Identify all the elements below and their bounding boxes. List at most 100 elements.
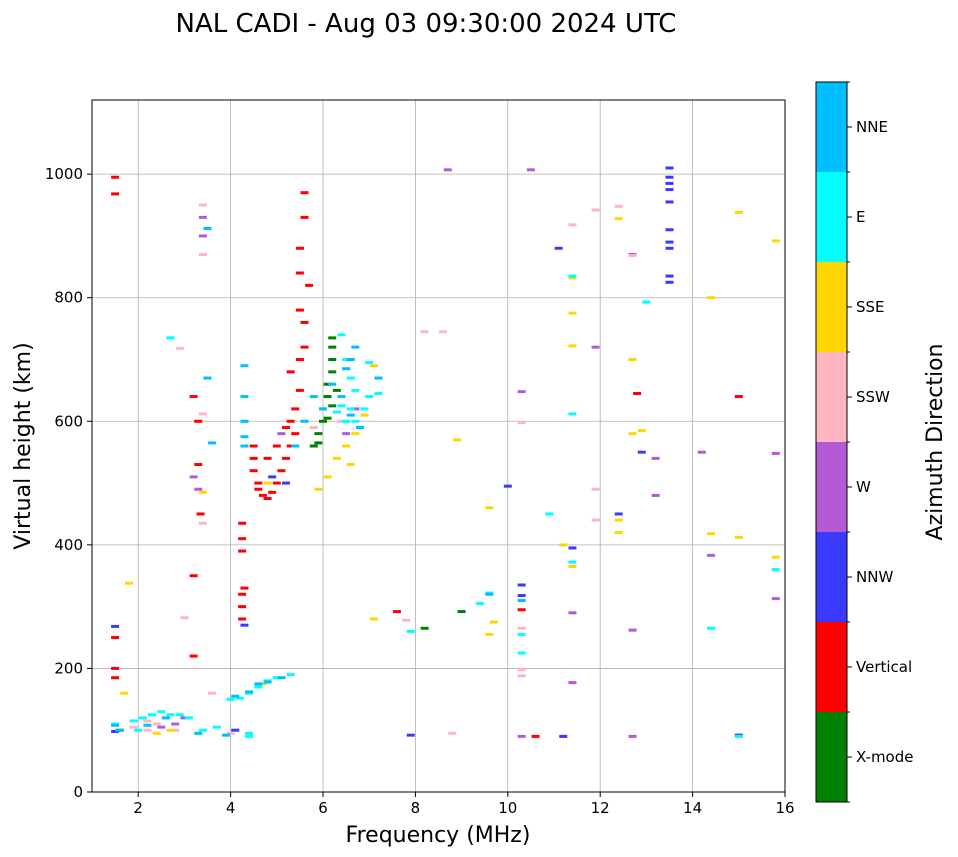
point-e — [568, 412, 577, 416]
point-ssw — [198, 412, 207, 416]
point-sse — [637, 429, 646, 433]
point-e — [166, 336, 175, 340]
point-e — [134, 728, 143, 732]
point-nnw — [665, 200, 674, 204]
point-vertical — [189, 574, 198, 578]
point-nne — [194, 731, 203, 735]
point-e — [337, 333, 346, 337]
point-e — [332, 410, 341, 414]
point-w — [771, 597, 780, 601]
point-e — [337, 404, 346, 408]
point-e — [198, 728, 207, 732]
colorbar-segment — [816, 82, 847, 172]
point-ssw — [198, 252, 207, 256]
point-e — [175, 713, 184, 717]
point-sse — [485, 506, 494, 510]
point-nne — [309, 395, 318, 399]
point-nnw — [111, 729, 120, 733]
point-e — [346, 407, 355, 411]
point-ssw — [591, 518, 600, 522]
point-e — [642, 300, 651, 304]
point-vertical — [258, 493, 267, 497]
point-sse — [314, 487, 323, 491]
point-nnw — [268, 475, 277, 479]
point-ssw — [208, 691, 217, 695]
axis-ticks: 2 4 6 8 10 12 14 16 0 200 400 600 800 1000 — [45, 165, 795, 817]
x-tick-label: 4 — [226, 799, 236, 817]
y-tick-label: 200 — [54, 659, 83, 677]
point-vertical — [238, 592, 247, 596]
point-vertical — [286, 444, 295, 448]
point-e — [351, 388, 360, 392]
point-w — [517, 390, 526, 394]
colorbar: X-mode Vertical NNW W SSW SSE E NNE — [816, 81, 913, 803]
point-nnw — [240, 623, 249, 627]
point-ssw — [309, 425, 318, 429]
point-nnw — [665, 274, 674, 278]
point-e — [734, 734, 743, 738]
point-w — [628, 734, 637, 738]
point-vertical — [238, 605, 247, 609]
point-e — [235, 696, 244, 700]
point-e — [545, 512, 554, 516]
point-w — [194, 487, 203, 491]
point-ssw — [517, 626, 526, 630]
point-nnw — [637, 450, 646, 454]
point-vertical — [295, 271, 304, 275]
point-x-mode — [328, 336, 337, 340]
point-nne — [291, 444, 300, 448]
point-vertical — [272, 444, 281, 448]
point-nnw — [554, 246, 563, 250]
point-e — [365, 361, 374, 365]
point-vertical — [272, 481, 281, 485]
point-e — [212, 725, 221, 729]
point-x-mode — [457, 610, 466, 614]
point-vertical — [300, 345, 309, 349]
colorbar-label: SSE — [856, 298, 885, 316]
point-e — [272, 676, 281, 680]
point-sse — [369, 617, 378, 621]
point-x-mode — [328, 404, 337, 408]
point-x-mode — [323, 416, 332, 420]
point-sse — [346, 463, 355, 467]
point-w — [591, 345, 600, 349]
point-vertical — [249, 456, 258, 460]
point-nne — [240, 395, 249, 399]
point-sse — [771, 239, 780, 243]
point-vertical — [238, 549, 247, 553]
point-ssw — [402, 618, 411, 622]
point-ssw — [175, 346, 184, 350]
point-e — [771, 568, 780, 572]
point-w — [628, 628, 637, 632]
point-sse — [369, 364, 378, 368]
point-nne — [240, 435, 249, 439]
point-nne — [111, 723, 120, 727]
point-ssw — [171, 728, 180, 732]
colorbar-label: NNW — [856, 568, 893, 586]
point-e — [254, 685, 263, 689]
point-e — [360, 407, 369, 411]
point-sse — [614, 518, 623, 522]
point-nne — [355, 425, 364, 429]
point-e — [138, 716, 147, 720]
point-e — [185, 716, 194, 720]
point-x-mode — [319, 419, 327, 423]
point-vertical — [254, 487, 263, 491]
point-ssw — [591, 487, 600, 491]
point-ssw — [517, 674, 526, 678]
point-e — [476, 602, 485, 606]
point-vertical — [111, 666, 120, 670]
colorbar-segment — [816, 532, 847, 622]
point-vertical — [282, 425, 291, 429]
point-nnw — [517, 594, 526, 598]
point-sse — [707, 296, 716, 300]
point-vertical — [300, 215, 309, 219]
point-e — [517, 632, 526, 636]
point-ssw — [143, 728, 152, 732]
point-nne — [254, 682, 263, 686]
point-nne — [263, 680, 272, 684]
point-e — [342, 358, 351, 361]
colorbar-label: X-mode — [856, 748, 913, 766]
point-w — [198, 215, 207, 219]
point-x-mode — [328, 345, 337, 349]
